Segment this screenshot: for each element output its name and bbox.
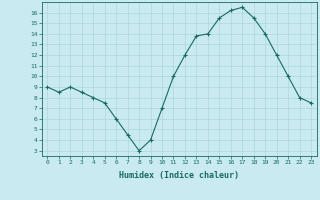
X-axis label: Humidex (Indice chaleur): Humidex (Indice chaleur): [119, 171, 239, 180]
